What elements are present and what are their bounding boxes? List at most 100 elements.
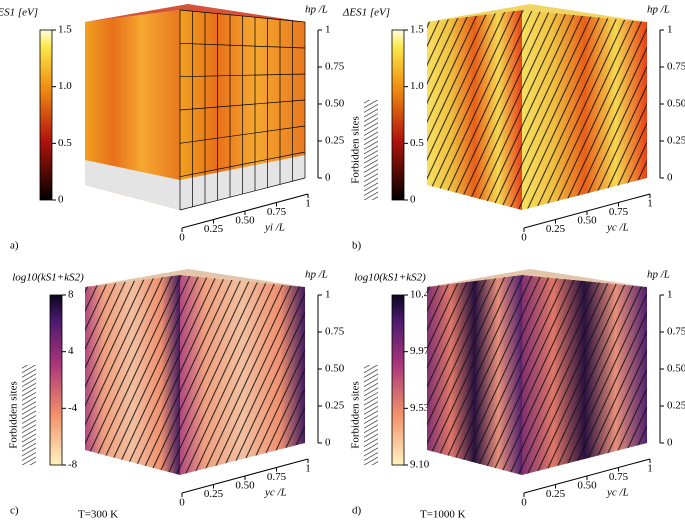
- colorbar-tick-label: 0: [410, 194, 416, 206]
- h-tick-label: 0: [325, 172, 331, 184]
- colorbar-title: log10(kS1+kS2): [354, 272, 426, 284]
- colorbar-tick-label: 9.53: [410, 402, 430, 414]
- colorbar-tick-label: 1.5: [410, 24, 424, 36]
- h-axis-label: hp /L: [647, 4, 670, 16]
- y-tick-label: 0.75: [267, 471, 287, 483]
- colorbar-tick-label: 8: [68, 289, 74, 301]
- y-tick-label: 0.25: [546, 223, 566, 235]
- h-tick-label: 0.75: [325, 326, 345, 338]
- panel-letter: b): [352, 240, 362, 252]
- cube-top: [85, 4, 305, 22]
- colorbar: [39, 29, 53, 201]
- forbidden-swatch: [364, 100, 378, 200]
- panels: ΔES1 [eV] 1.5 1.0 0.50 hp /L 1 0.75 0.50 0.25 0 0 0…: [0, 4, 685, 521]
- h-tick-label: 1: [667, 289, 673, 301]
- colorbar-title: ΔES1 [eV]: [0, 7, 38, 19]
- colorbar-tick-label: 9.97: [410, 345, 430, 357]
- hatch: [427, 10, 522, 210]
- y-tick-label: 0.75: [609, 471, 629, 483]
- colorbar-title: log10(kS1+kS2): [12, 272, 84, 284]
- forbidden-swatch: [364, 365, 378, 465]
- y-tick-label: 1: [647, 463, 653, 475]
- y-tick-label: 0.25: [546, 488, 566, 500]
- hatch: [180, 275, 305, 475]
- y-axis-label: yc /L: [606, 487, 629, 499]
- h-tick-label: 0.25: [667, 135, 685, 147]
- colorbar-tick-label: 1.5: [58, 24, 72, 36]
- y-tick-label: 0.50: [577, 215, 597, 227]
- grid-line: [179, 125, 306, 144]
- y-tick-label: 0.75: [267, 206, 287, 218]
- y-axis-label: yc /L: [264, 487, 287, 499]
- panel-letter: a): [10, 240, 19, 252]
- y-tick-label: 0.50: [235, 480, 255, 492]
- y-tick-label: 0.50: [235, 215, 255, 227]
- h-tick-label: 1: [667, 24, 673, 36]
- y-tick-label: 0: [521, 232, 527, 244]
- h-tick-label: 0.50: [325, 98, 345, 110]
- grid-line: [179, 151, 306, 178]
- h-axis-label: hp /L: [305, 4, 328, 16]
- h-axis-label: hp /L: [647, 269, 670, 281]
- panel: log10(kS1+kS2) 8 4 -4 -8 Forbidden sites hp /L…: [8, 269, 345, 521]
- y-tick-label: 1: [647, 198, 653, 210]
- h-tick-label: 0.25: [325, 135, 345, 147]
- panel-letter: d): [352, 505, 362, 517]
- grid-line: [179, 73, 306, 78]
- panel: ΔES1 [eV] 1.5 1.0 0.50 Forbidden sites hp /L 1…: [342, 4, 685, 252]
- panel-letter: c): [10, 505, 19, 517]
- grid-line: [179, 9, 306, 23]
- h-tick-label: 0.75: [667, 61, 685, 73]
- hatch: [522, 10, 647, 210]
- cube-face: [85, 10, 180, 210]
- h-tick-label: 1: [325, 24, 331, 36]
- y-tick-label: 0: [179, 232, 185, 244]
- colorbar-tick-label: 1.0: [58, 80, 72, 92]
- colorbar-tick-label: -8: [68, 459, 78, 471]
- h-tick-label: 0: [667, 172, 673, 184]
- y-axis-label: yi /L: [264, 222, 285, 234]
- h-tick-label: 0.25: [667, 400, 685, 412]
- hatch: [522, 275, 647, 475]
- forbidden-label: Forbidden sites: [350, 381, 362, 449]
- cube-top: [85, 269, 305, 287]
- colorbar-title: ΔES1 [eV]: [342, 7, 390, 19]
- forbidden-label: Forbidden sites: [8, 381, 20, 449]
- colorbar: [391, 29, 405, 201]
- colorbar: [49, 294, 63, 466]
- cube-top: [427, 4, 647, 22]
- grid-line: [179, 177, 306, 211]
- cube-top: [427, 269, 647, 287]
- y-tick-label: 0.25: [204, 223, 224, 235]
- colorbar-tick-label: -4: [68, 402, 78, 414]
- panel: log10(kS1+kS2)10.409.979.539.10Forbidden…: [350, 269, 685, 521]
- temperature: T=300 K: [78, 509, 118, 521]
- h-tick-label: 0.25: [325, 400, 345, 412]
- colorbar-tick-label: 1.0: [410, 80, 424, 92]
- temperature: T=1000 K: [420, 509, 466, 521]
- h-tick-label: 0.75: [667, 326, 685, 338]
- y-tick-label: 0.75: [609, 206, 629, 218]
- h-tick-label: 0.50: [667, 363, 685, 375]
- forbidden-layer: [85, 160, 180, 210]
- h-tick-label: 0.50: [325, 363, 345, 375]
- colorbar-tick-label: 9.10: [410, 459, 430, 471]
- y-tick-label: 0.50: [577, 480, 597, 492]
- forbidden-swatch: [22, 365, 36, 465]
- grid-line: [179, 42, 306, 49]
- panel: ΔES1 [eV] 1.5 1.0 0.50 hp /L 1 0.75 0.50 0.25 0 0 0…: [0, 4, 345, 252]
- grid-line: [179, 99, 306, 111]
- h-axis-label: hp /L: [305, 269, 328, 281]
- h-tick-label: 0.50: [667, 98, 685, 110]
- h-tick-label: 0: [325, 437, 331, 449]
- y-tick-label: 1: [305, 198, 311, 210]
- y-axis-label: yc /L: [606, 222, 629, 234]
- h-tick-label: 0.75: [325, 61, 345, 73]
- y-tick-label: 1: [305, 463, 311, 475]
- colorbar-tick-label: 4: [68, 345, 74, 357]
- colorbar-tick-label: 0: [58, 194, 64, 206]
- y-tick-label: 0: [179, 497, 185, 509]
- colorbar: [391, 294, 405, 466]
- forbidden-label: Forbidden sites: [350, 116, 362, 184]
